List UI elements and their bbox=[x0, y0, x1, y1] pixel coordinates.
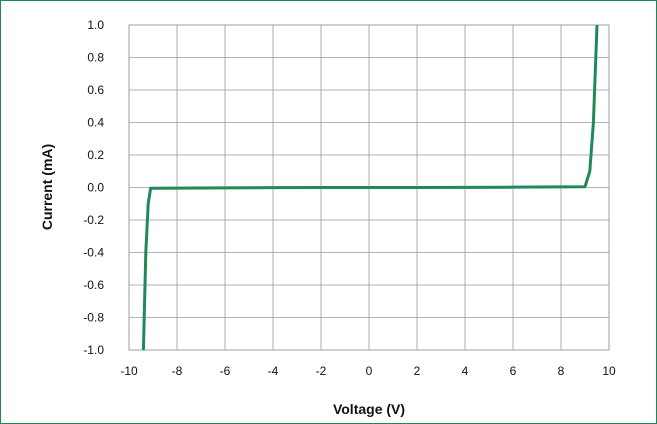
x-axis-title: Voltage (V) bbox=[333, 401, 405, 417]
y-tick-label: 0.0 bbox=[87, 181, 104, 195]
y-tick-label: 1.0 bbox=[87, 18, 104, 32]
x-tick-label: 0 bbox=[366, 364, 373, 378]
series-line bbox=[141, 24, 599, 351]
x-tick-label: -4 bbox=[268, 364, 279, 378]
y-axis-title: Current (mA) bbox=[39, 144, 55, 230]
x-tick-label: -10 bbox=[120, 364, 138, 378]
x-tick-label: -2 bbox=[316, 364, 327, 378]
x-tick-label: 4 bbox=[462, 364, 469, 378]
x-tick-label: 10 bbox=[602, 364, 616, 378]
y-tick-label: -0.6 bbox=[83, 278, 104, 292]
x-tick-label: 2 bbox=[414, 364, 421, 378]
x-tick-label: -8 bbox=[172, 364, 183, 378]
y-tick-label: 0.2 bbox=[87, 148, 104, 162]
x-tick-label: -6 bbox=[220, 364, 231, 378]
series-group bbox=[141, 24, 599, 351]
y-tick-label: -0.2 bbox=[83, 213, 104, 227]
x-tick-label: 6 bbox=[510, 364, 517, 378]
y-tick-label: 0.4 bbox=[87, 116, 104, 130]
x-tick-label: 8 bbox=[558, 364, 565, 378]
y-tick-labels: 1.0 0.8 0.6 0.4 0.2 0.0 -0.2 -0.4 -0.6 -0.8 -1.0 bbox=[83, 18, 104, 357]
y-tick-label: -0.8 bbox=[83, 311, 104, 325]
y-tick-label: -1.0 bbox=[83, 343, 104, 357]
horizontal-gridlines bbox=[129, 24, 609, 351]
y-tick-label: 0.8 bbox=[87, 51, 104, 65]
y-tick-label: -0.4 bbox=[83, 246, 104, 260]
x-tick-labels: -10 -8 -6 -4 -2 0 2 4 6 8 10 bbox=[120, 364, 616, 378]
y-tick-label: 0.6 bbox=[87, 83, 104, 97]
